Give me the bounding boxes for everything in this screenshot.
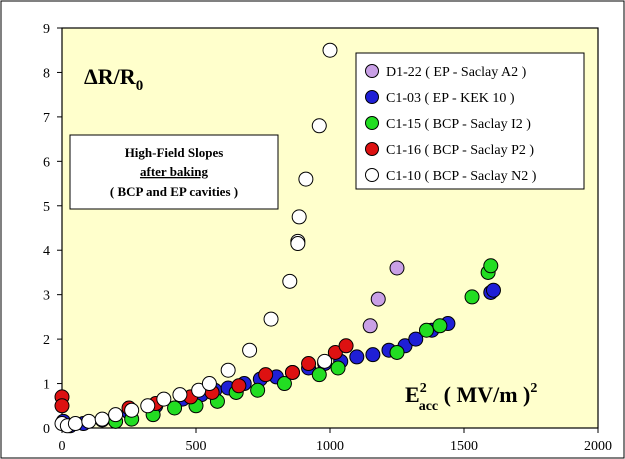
y-tick-labels: 0 1 2 3 4 5 6 7 8 9: [43, 22, 50, 437]
data-point: [94, 411, 110, 427]
y-axis-label-main: ΔR/R: [84, 64, 137, 89]
data-point: [276, 376, 292, 392]
data-point: [242, 342, 258, 358]
legend-marker: [365, 90, 379, 104]
data-point: [231, 378, 247, 394]
data-point: [362, 318, 378, 334]
x-axis-label-sup: 2: [420, 381, 427, 396]
data-point: [263, 311, 279, 327]
data-point: [338, 338, 354, 354]
data-point: [349, 349, 365, 365]
legend-label: C1-10 ( BCP - Saclay N2 ): [386, 169, 537, 184]
y-tick-label: 4: [43, 244, 50, 259]
data-point: [322, 42, 338, 58]
y-tick-label: 1: [43, 378, 50, 393]
y-tick-label: 3: [43, 289, 50, 304]
data-point: [258, 367, 274, 383]
x-tick-labels: 0 500 1000 1500 2000: [59, 439, 613, 454]
legend: D1-22 ( EP - Saclay A2 ) C1-03 ( EP - KEK…: [355, 52, 585, 190]
series-4: [54, 42, 338, 434]
annotation-box: High-Field Slopes after baking ( BCP and…: [69, 134, 279, 210]
data-point: [311, 367, 327, 383]
legend-marker: [365, 64, 379, 78]
data-point: [389, 344, 405, 360]
data-point: [365, 347, 381, 363]
y-axis-label-sub: 0: [136, 78, 144, 94]
data-point: [191, 382, 207, 398]
data-point: [124, 402, 140, 418]
legend-label: C1-03 ( EP - KEK 10 ): [386, 91, 515, 106]
y-tick-label: 5: [43, 200, 50, 215]
data-points: [54, 42, 501, 434]
x-axis-label-units: ( MV/m ): [438, 382, 530, 407]
data-point: [108, 407, 124, 423]
data-point: [389, 260, 405, 276]
x-tick-label: 0: [59, 439, 66, 454]
series-2: [108, 258, 499, 429]
annotation-line1: High-Field Slopes: [125, 145, 224, 160]
x-tick-label: 1500: [450, 439, 478, 454]
legend-frame: [355, 52, 585, 190]
annotation-frame: [69, 134, 279, 210]
y-axis-label: ΔR/R0: [84, 64, 143, 94]
legend-label: D1-22 ( EP - Saclay A2 ): [386, 65, 527, 80]
data-point: [220, 362, 236, 378]
y-tick-label: 6: [43, 155, 50, 170]
data-point: [250, 382, 266, 398]
data-point: [167, 400, 183, 416]
data-point: [464, 289, 480, 305]
data-point: [485, 282, 501, 298]
data-point: [330, 360, 346, 376]
y-tick-label: 0: [43, 422, 50, 437]
data-point: [54, 398, 70, 414]
x-axis-label: E2 acc ( MV/m )2: [405, 381, 537, 414]
data-point: [291, 209, 307, 225]
data-point: [81, 413, 97, 429]
legend-label: C1-16 ( BCP - Saclay P2 ): [386, 143, 534, 158]
data-point: [298, 171, 314, 187]
y-tick-label: 9: [43, 22, 50, 37]
x-tick-label: 1000: [316, 439, 344, 454]
y-tick-label: 7: [43, 111, 50, 126]
x-axis-label-units-sup: 2: [530, 381, 537, 396]
data-point: [432, 318, 448, 334]
series-0: [362, 260, 405, 334]
data-point: [140, 398, 156, 414]
data-point: [201, 376, 217, 392]
x-axis-label-sub: acc: [419, 399, 438, 414]
data-point: [418, 322, 434, 338]
x-tick-label: 500: [186, 439, 207, 454]
data-point: [483, 258, 499, 274]
data-point: [172, 387, 188, 403]
data-point: [301, 356, 317, 372]
data-point: [284, 364, 300, 380]
legend-marker: [365, 168, 379, 182]
data-point: [408, 331, 424, 347]
data-point: [311, 118, 327, 134]
data-point: [370, 291, 386, 307]
y-tick-label: 8: [43, 66, 50, 81]
data-point: [290, 236, 306, 252]
x-tick-label: 2000: [584, 439, 612, 454]
data-point: [317, 353, 333, 369]
data-point: [327, 344, 343, 360]
legend-label: C1-15 ( BCP - Saclay I2 ): [386, 117, 531, 132]
data-point: [156, 391, 172, 407]
annotation-line2: after baking: [140, 164, 209, 179]
x-axis-label-e: E: [405, 382, 420, 407]
legend-marker: [365, 142, 379, 156]
annotation-line3: ( BCP and EP cavities ): [110, 184, 238, 199]
y-tick-label: 2: [43, 333, 50, 348]
data-point: [282, 273, 298, 289]
legend-marker: [365, 116, 379, 130]
data-point: [67, 416, 83, 432]
